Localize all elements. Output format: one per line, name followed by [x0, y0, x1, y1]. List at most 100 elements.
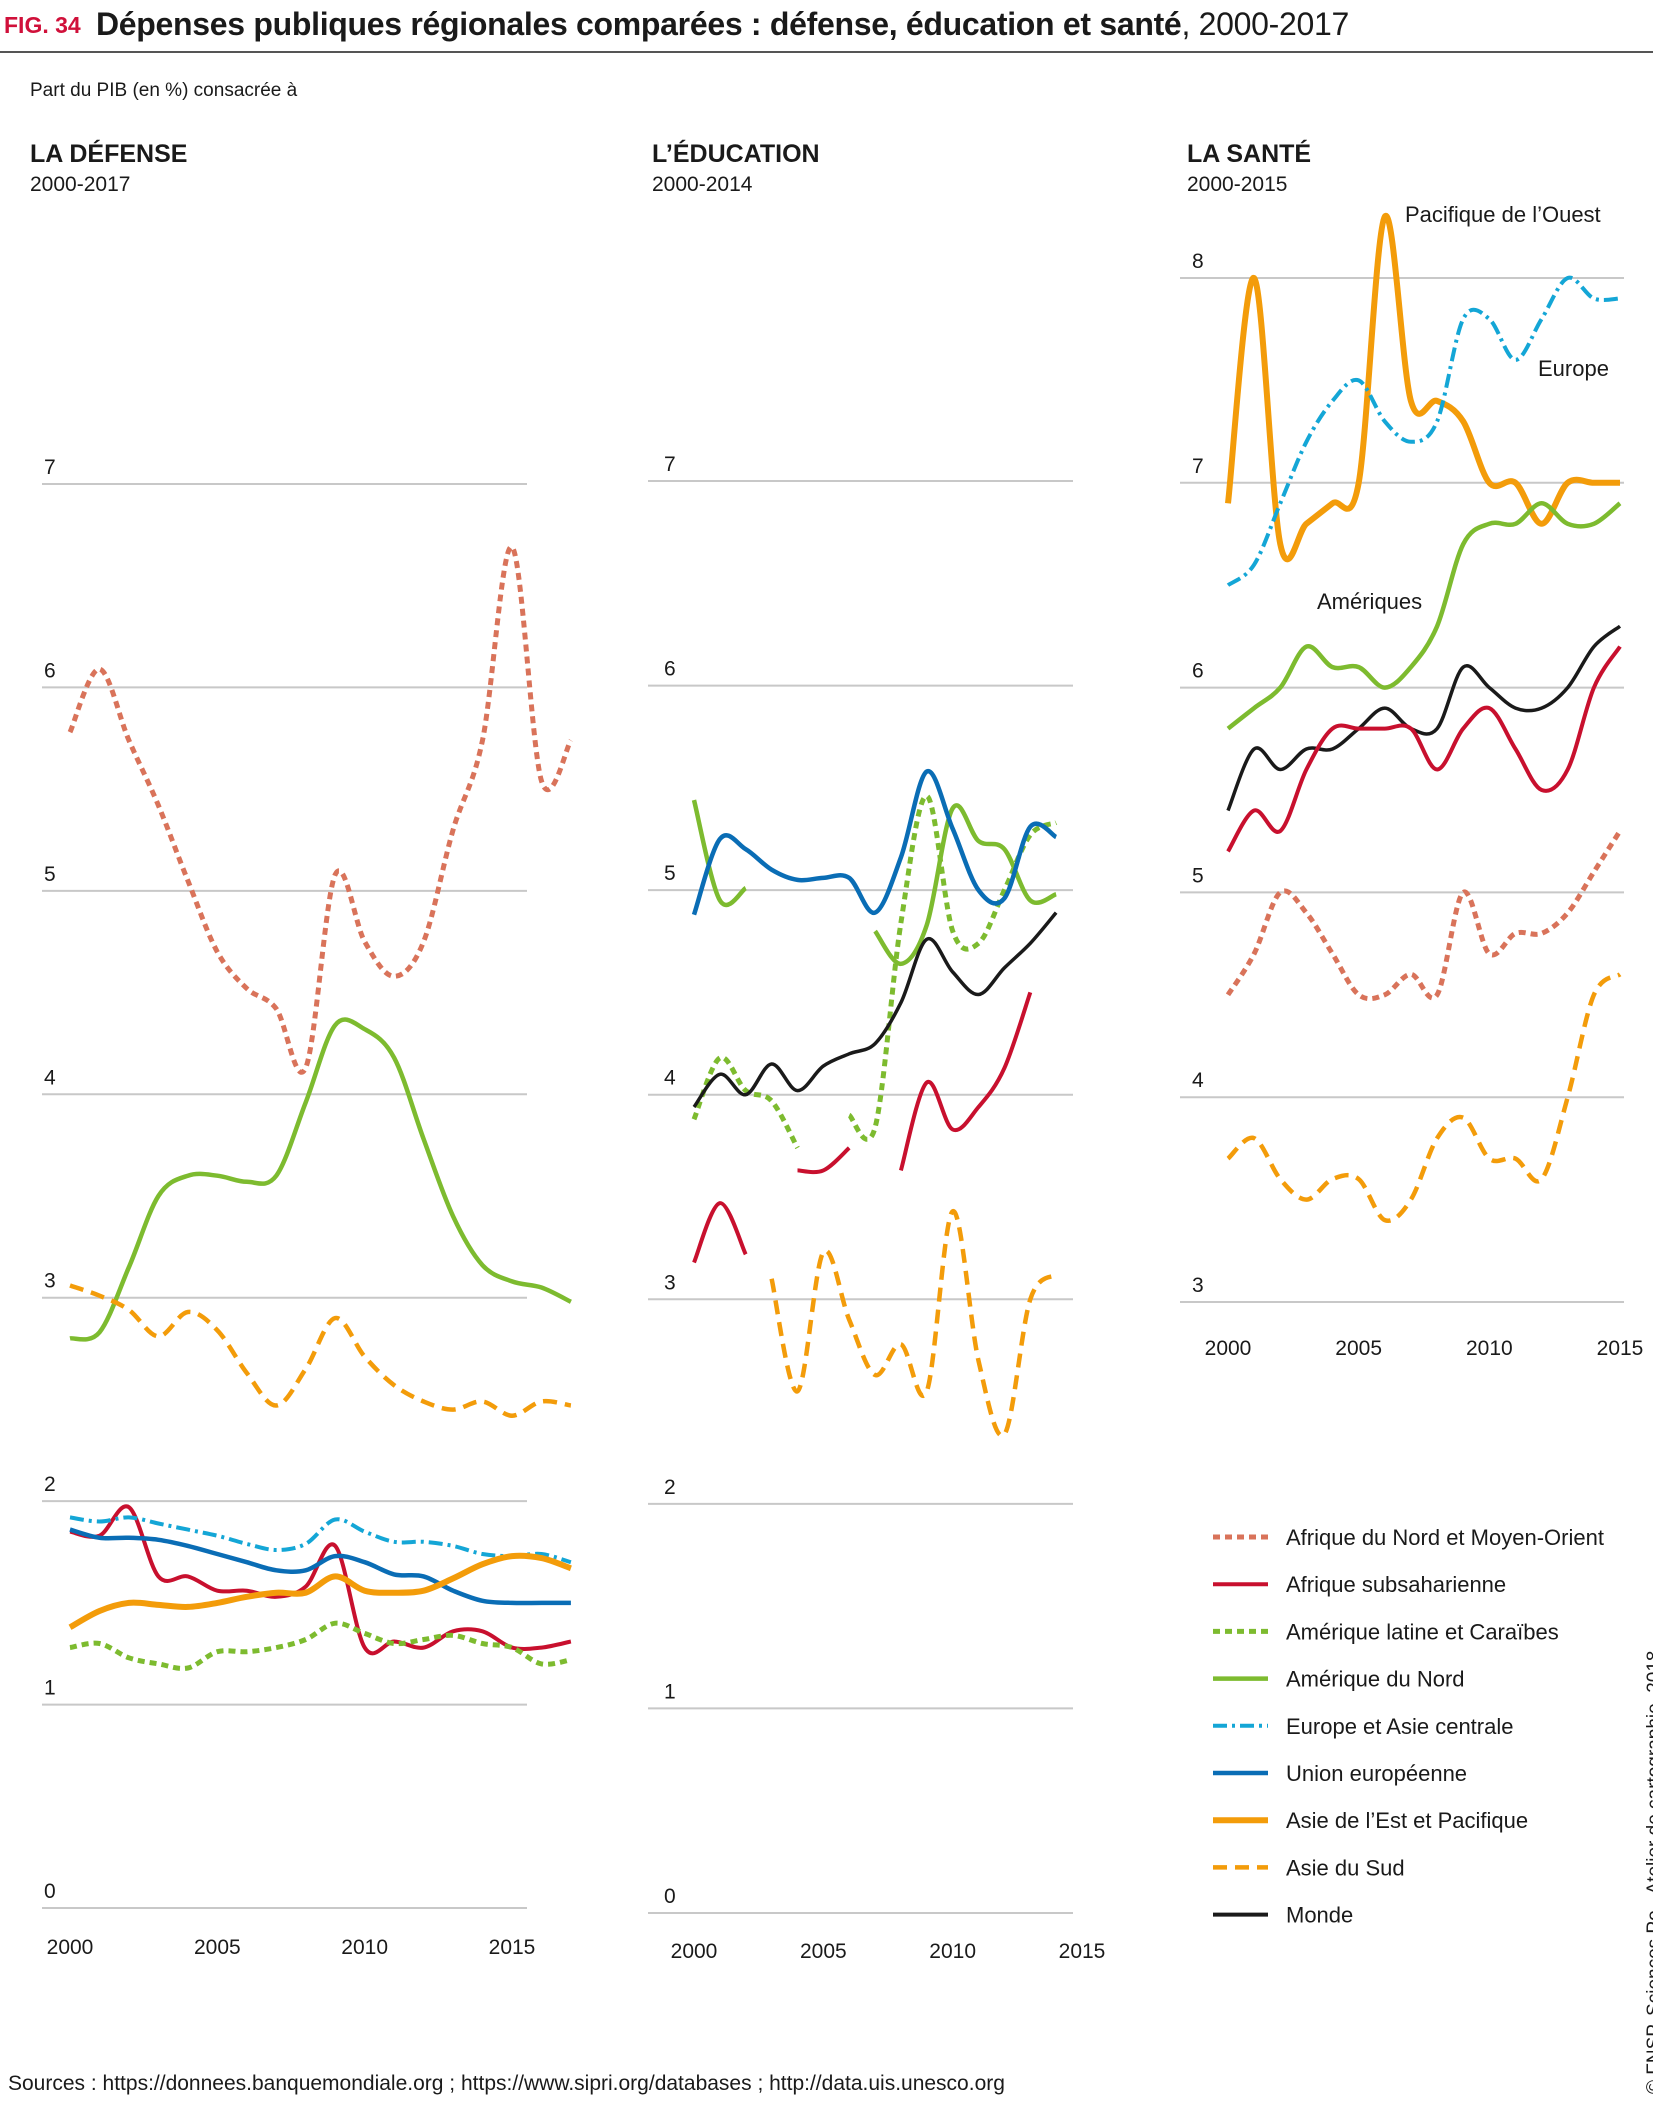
- annotation-label: Amériques: [1317, 589, 1422, 614]
- y-tick-label: 3: [44, 1270, 56, 1293]
- series-line-mena: [67, 544, 574, 1075]
- series-line-north-america: [1226, 501, 1622, 731]
- series-line-european-union: [691, 769, 1058, 916]
- panel-defense-title: LA DÉFENSE: [30, 140, 188, 168]
- series-line-east-asia-pacific: [1225, 213, 1620, 563]
- legend: Afrique du Nord et Moyen-Orient Afrique s…: [1213, 1525, 1604, 1928]
- y-tick-label: 0: [664, 1885, 676, 1908]
- y-tick-label: 4: [1192, 1069, 1204, 1092]
- y-tick-label: 6: [44, 659, 56, 682]
- y-tick-label: 7: [664, 453, 676, 476]
- y-tick-label: 5: [1192, 864, 1204, 887]
- legend-item-latin-america-caribbean: Amérique latine et Caraïbes: [1213, 1619, 1559, 1644]
- x-tick-label: 2010: [929, 1940, 976, 1963]
- legend-item-north-america: Amérique du Nord: [1213, 1667, 1465, 1692]
- figure-title: Dépenses publiques régionales comparées …: [96, 6, 1349, 43]
- series-line-south-asia: [69, 1283, 572, 1418]
- panel-education-period: 2000-2014: [652, 173, 753, 196]
- series-line-north-america-segment-2: [873, 803, 1058, 967]
- legend-item-world: Monde: [1213, 1903, 1353, 1928]
- x-tick-label: 2005: [1335, 1337, 1382, 1360]
- y-tick-label: 4: [44, 1066, 56, 1089]
- y-tick-label: 6: [664, 658, 676, 681]
- y-tick-label: 2: [664, 1476, 676, 1499]
- y-tick-label: 2: [44, 1473, 56, 1496]
- x-tick-label: 2015: [1597, 1337, 1644, 1360]
- x-tick-label: 2010: [1466, 1337, 1513, 1360]
- series-line-sub-saharan-africa: [69, 1504, 572, 1656]
- y-tick-label: 4: [664, 1067, 676, 1090]
- y-tick-label: 0: [44, 1880, 56, 1903]
- figure-title-period: , 2000-2017: [1181, 6, 1349, 42]
- series-line-world: [692, 911, 1058, 1109]
- annotation-label: Europe: [1538, 356, 1609, 381]
- series-line-mena: [1225, 829, 1623, 1002]
- x-tick-label: 2000: [671, 1940, 718, 1963]
- legend-label: Asie de l’Est et Pacifique: [1286, 1808, 1528, 1833]
- series-line-south-asia: [769, 1209, 1058, 1438]
- panel-education-title: L’ÉDUCATION: [652, 140, 820, 168]
- figure-number: FIG. 34: [4, 12, 81, 38]
- figure-subtitle: Part du PIB (en %) consacrée à: [30, 80, 298, 101]
- legend-item-south-asia: Asie du Sud: [1213, 1855, 1405, 1880]
- legend-item-east-asia-pacific: Asie de l’Est et Pacifique: [1213, 1808, 1528, 1833]
- y-tick-label: 7: [1192, 455, 1204, 478]
- x-tick-label: 2000: [47, 1936, 94, 1959]
- credit-note: © FNSP. Sciences Po - Atelier de cartogr…: [1644, 1650, 1653, 2094]
- figure-title-main: Dépenses publiques régionales comparées …: [96, 6, 1182, 42]
- y-tick-label: 1: [44, 1677, 56, 1700]
- series-line-europe-central-asia: [69, 1515, 572, 1565]
- legend-item-european-union: Union européenne: [1213, 1761, 1467, 1786]
- panel-health-title: LA SANTÉ: [1187, 140, 1312, 168]
- y-tick-label: 5: [664, 862, 676, 885]
- series-line-east-asia-pacific: [68, 1552, 572, 1630]
- x-tick-label: 2015: [1059, 1940, 1106, 1963]
- legend-label: Asie du Sud: [1286, 1855, 1405, 1880]
- series-line-sub-saharan-africa-segment-3: [898, 991, 1033, 1171]
- header-rule: [0, 51, 1653, 53]
- y-tick-label: 7: [44, 456, 56, 479]
- panel-health: 3 4 5 6 7 8 2000 2005 2010 2015: [1180, 213, 1644, 1360]
- legend-label: Europe et Asie centrale: [1286, 1714, 1513, 1739]
- y-tick-label: 8: [1192, 250, 1204, 273]
- legend-label: Amérique latine et Caraïbes: [1286, 1619, 1559, 1644]
- x-tick-label: 2005: [800, 1940, 847, 1963]
- y-tick-label: 6: [1192, 660, 1204, 683]
- panel-health-period: 2000-2015: [1187, 173, 1288, 196]
- y-tick-label: 5: [44, 863, 56, 886]
- legend-item-europe-central-asia: Europe et Asie centrale: [1213, 1714, 1513, 1739]
- series-line-north-america: [69, 1017, 572, 1342]
- y-tick-label: 3: [1192, 1274, 1204, 1297]
- panel-defense-period: 2000-2017: [30, 173, 131, 196]
- series-line-north-america-segment-1: [691, 799, 748, 908]
- series-line-latin-america-caribbean: [69, 1620, 572, 1671]
- panel-defense: 0 1 2 3 4 5 6 7 2000 2005 2010 2015: [42, 456, 574, 1959]
- legend-label: Monde: [1286, 1903, 1353, 1928]
- series-line-sub-saharan-africa-segment-2: [797, 1146, 851, 1175]
- legend-label: Afrique du Nord et Moyen-Orient: [1286, 1525, 1604, 1550]
- legend-label: Afrique subsaharienne: [1286, 1572, 1506, 1597]
- x-tick-label: 2000: [1205, 1337, 1252, 1360]
- series-line-latin-america-caribbean-segment-1: [691, 1055, 800, 1150]
- x-tick-label: 2010: [341, 1936, 388, 1959]
- series-line-european-union: [69, 1527, 571, 1606]
- series-line-sub-saharan-africa-segment-1: [692, 1201, 748, 1264]
- sources-note: Sources : https://donnees.banquemondiale…: [8, 2072, 1005, 2095]
- series-line-sub-saharan-africa: [1226, 645, 1622, 853]
- legend-label: Union européenne: [1286, 1761, 1467, 1786]
- panel-education: 0 1 2 3 4 5 6 7 2000 2005 2010 2015: [648, 453, 1105, 1963]
- y-tick-label: 3: [664, 1271, 676, 1294]
- figure-header: FIG. 34 Dépenses publiques régionales co…: [0, 0, 1653, 56]
- y-tick-label: 1: [664, 1680, 676, 1703]
- legend-item-sub-saharan-africa: Afrique subsaharienne: [1213, 1572, 1506, 1597]
- x-tick-label: 2005: [194, 1936, 241, 1959]
- legend-item-mena: Afrique du Nord et Moyen-Orient: [1213, 1525, 1604, 1550]
- series-line-latin-america-caribbean-segment-2: [847, 793, 1058, 1142]
- series-line-world: [1226, 624, 1622, 812]
- series-line-south-asia: [1226, 972, 1622, 1223]
- legend-label: Amérique du Nord: [1286, 1667, 1465, 1692]
- series-line-europe-central-asia: [1226, 275, 1621, 587]
- annotation-label: Pacifique de l’Ouest: [1405, 202, 1601, 227]
- x-tick-label: 2015: [489, 1936, 536, 1959]
